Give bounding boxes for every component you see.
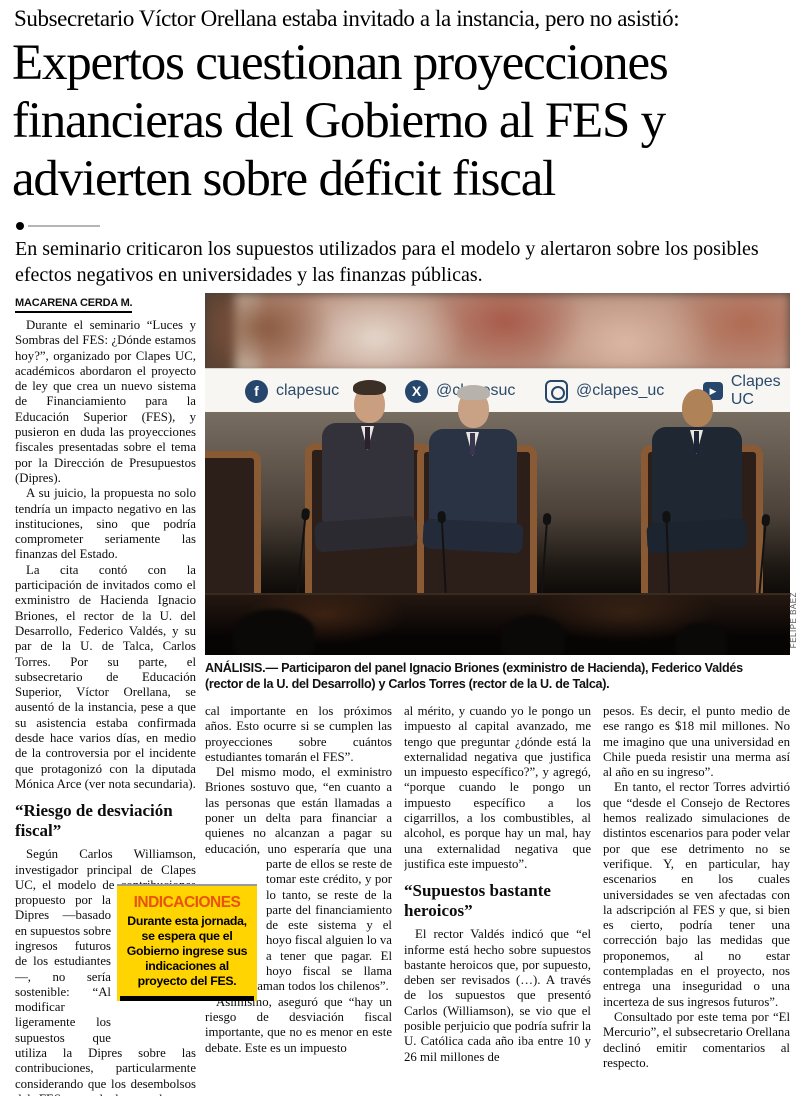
paragraph: Consultado por este tema por “El Mercuri…: [603, 1009, 790, 1070]
deck: En seminario criticaron los supuestos ut…: [15, 238, 759, 286]
audience-head-1: [233, 609, 315, 655]
paragraph: El rector Valdés indicó que “el informe …: [404, 927, 591, 1064]
column-2: cal importante en los próximos años. Est…: [205, 704, 392, 1096]
highlight-box-bottom-rule: [120, 996, 254, 1001]
person-valdes-hair: [457, 385, 490, 400]
person-valdes-legs: [422, 518, 524, 554]
photo-blurred-background: [205, 293, 790, 373]
section-subhead: “Supuestos bastante heroicos”: [404, 881, 551, 920]
x-icon: X: [405, 379, 428, 403]
paragraph-part: Del mismo modo, el exministro Briones so…: [205, 765, 392, 871]
photo-caption: ANÁLISIS.— Participaron del panel Ignaci…: [205, 660, 783, 692]
panel-photo: f clapesuc X @clapesuc @clapes_uc ▶ Clap…: [205, 293, 790, 655]
highlight-box-body: Durante esta jornada, se espera que el G…: [126, 914, 248, 988]
instagram-icon: [545, 379, 568, 403]
facebook-icon: f: [245, 379, 268, 403]
column-4: pesos. Es decir, el punto medio de ese r…: [603, 704, 790, 1096]
headline-end-rule: [16, 221, 166, 231]
paragraph: pesos. Es decir, el punto medio de ese r…: [603, 704, 790, 780]
instagram-banner-item: @clapes_uc: [545, 369, 664, 413]
paragraph: cal importante en los próximos años. Est…: [205, 704, 392, 764]
audience-head-3: [675, 623, 727, 655]
kicker: Subsecretario Víctor Orellana estaba inv…: [14, 6, 680, 31]
byline: MACARENA CERDA M.: [15, 297, 133, 313]
photo-credit: FELIPE BÁEZ: [789, 592, 798, 649]
person-briones-hair: [353, 380, 386, 395]
paragraph: En tanto, el rector Torres advirtió que …: [603, 780, 790, 1009]
paragraph: Asimismo, aseguró que “hay un riesgo de …: [205, 994, 392, 1055]
paragraph: Del mismo modo, el exministro Briones so…: [205, 765, 392, 994]
facebook-handle: clapesuc: [276, 382, 340, 399]
paragraph: al mérito, y cuando yo le pongo un impue…: [404, 704, 591, 871]
section-subhead: “Riesgo de desviación fiscal”: [15, 801, 173, 840]
paragraph: Durante el seminario “Luces y Sombras de…: [15, 318, 196, 485]
bullet-dot: [16, 222, 24, 230]
caption-text: Participaron del panel Ignacio Briones (…: [205, 661, 743, 691]
paragraph: La cita contó con la participación de in…: [15, 562, 196, 791]
chair-left-partial: [205, 451, 261, 601]
highlight-box-title: INDICACIONES: [133, 894, 241, 911]
audience-head-2: [501, 615, 565, 655]
paragraph-part: propuesto por la Dipres —basado en supue…: [15, 893, 196, 1096]
headline: Expertos cuestionan proyecciones financi…: [12, 35, 669, 207]
facebook-banner-item: f clapesuc: [245, 369, 339, 413]
youtube-handle: Clapes UC: [730, 373, 781, 408]
instagram-handle: @clapes_uc: [576, 382, 665, 399]
person-torres-head: [682, 389, 713, 427]
column-1: Durante el seminario “Luces y Sombras de…: [15, 318, 196, 1096]
paragraph: A su juicio, la propuesta no solo tendrí…: [15, 486, 196, 562]
gray-rule: [28, 225, 100, 227]
column-3: al mérito, y cuando yo le pongo un impue…: [404, 704, 591, 1096]
person-briones-tie: [365, 427, 370, 449]
caption-lead: ANÁLISIS.—: [205, 661, 278, 675]
person-torres-legs: [646, 518, 748, 554]
person-valdes-tie: [470, 433, 475, 455]
paragraph: Según Carlos Williamson, investigador pr…: [15, 847, 196, 1096]
indicaciones-highlight-box: INDICACIONES Durante esta jornada, se es…: [117, 884, 257, 1001]
youtube-banner-item: ▶ Clapes UC: [703, 369, 790, 413]
person-torres-tie: [694, 431, 699, 453]
paragraph-part: se reste de tomar este crédito, y por lo…: [205, 856, 392, 994]
